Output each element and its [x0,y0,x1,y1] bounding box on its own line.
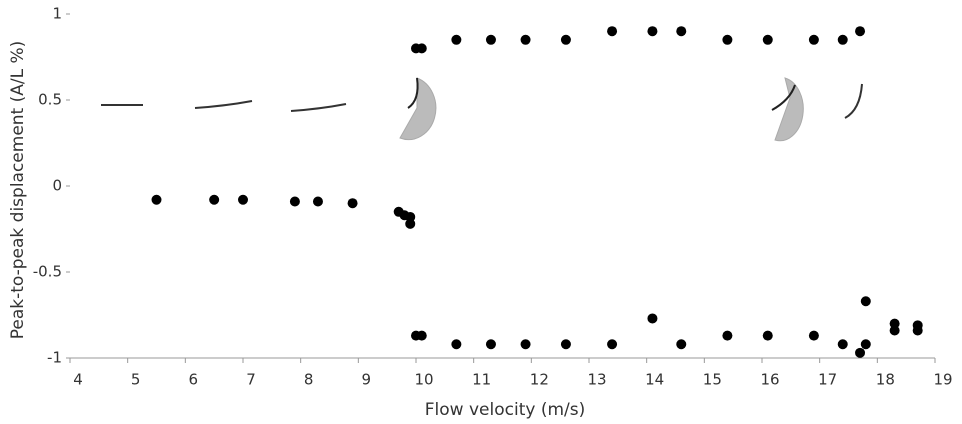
point [238,194,248,205]
y-axis-label: Peak-to-peak displacement (A/L %) [8,41,28,340]
x-tick-label: 5 [131,371,141,389]
point [416,330,427,341]
point [762,34,773,45]
point [647,26,658,37]
x-tick-label: 14 [645,371,664,389]
point [762,330,773,341]
point [647,313,658,324]
x-tick-label: 18 [876,371,895,389]
point [837,34,848,45]
point [485,339,496,350]
x-tick-label: 7 [246,371,256,389]
x-tick-label: 4 [73,371,83,389]
point [808,34,819,45]
x-tick-label: 11 [472,371,491,389]
x-tick-label: 15 [703,371,722,389]
point [676,339,687,350]
y-tick-label: 1 [52,5,62,23]
point [676,26,687,37]
point [607,339,618,350]
point [560,34,571,45]
point [451,34,462,45]
x-tick-label: 6 [189,371,199,389]
point [837,339,848,350]
point [209,194,220,205]
illustrations [101,77,863,142]
x-tick-label: 13 [587,371,606,389]
point [347,198,358,209]
point [520,339,531,350]
y-tick-label: 0 [52,177,62,195]
point [860,339,871,350]
point [485,34,496,45]
x-tick-label: 10 [414,371,433,389]
point [808,330,819,341]
point [451,339,462,350]
point [405,218,416,229]
point [855,347,866,358]
x-tick-label: 8 [304,371,314,389]
point [416,43,427,54]
point [289,196,300,207]
point [312,196,323,207]
point [607,26,618,37]
x-tick-label: 17 [818,371,837,389]
y-tick-label: -1 [47,349,62,367]
point [722,34,733,45]
x-tick-label: 9 [362,371,372,389]
point [912,325,923,336]
point [889,318,900,329]
y-tick-label: -0.5 [33,263,62,281]
point [560,339,571,350]
x-tick-label: 19 [933,371,952,389]
point [860,296,871,307]
point [855,26,866,37]
point [405,211,416,222]
x-axis-label: Flow velocity (m/s) [425,400,585,420]
point [520,34,531,45]
x-tick-label: 12 [530,371,549,389]
point [722,330,733,341]
point [889,325,900,336]
x-tick-label: 16 [760,371,779,389]
y-tick-label: 0.5 [38,91,62,109]
point [151,194,162,205]
